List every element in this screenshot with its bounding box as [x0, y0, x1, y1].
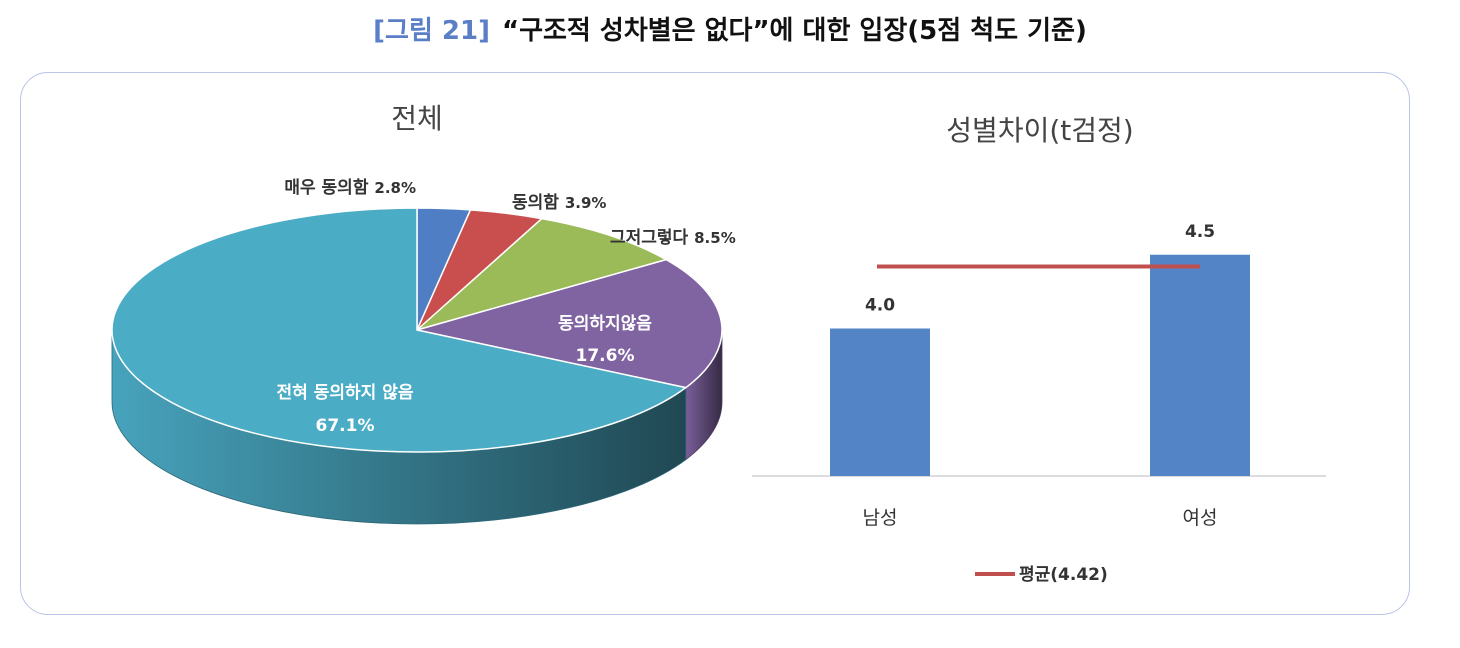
pie-label-3: 그저그렇다 8.5% [610, 228, 736, 248]
bar-1 [830, 328, 930, 476]
pie-label-1: 매우 동의함 2.8% [284, 177, 416, 198]
figure-number: [그림 21] [373, 16, 490, 46]
pie-slice-3 [416, 217, 669, 331]
bar-value-1: 4.0 [865, 296, 895, 316]
bar-title: 성별차이(t검정) [946, 114, 1133, 147]
bar-2 [1150, 254, 1250, 476]
pie-top [111, 207, 723, 453]
bar-category-2: 여성 [1183, 507, 1218, 529]
pie-slice-5 [111, 207, 688, 453]
pie-label-4: 동의하지않음 [558, 314, 652, 334]
legend-label: 평균(4.42) [1019, 565, 1108, 585]
figure-title: [그림 21] “구조적 성차별은 없다”에 대한 입장(5점 척도 기준) [0, 10, 1460, 47]
pie-slice-4 [416, 258, 723, 389]
bar-category-1: 남성 [863, 507, 898, 529]
figure-title-text: “구조적 성차별은 없다”에 대한 입장(5점 척도 기준) [502, 16, 1087, 46]
pie-value-5: 67.1% [316, 416, 375, 436]
pie-label-2: 동의함 3.9% [512, 192, 606, 213]
pie-title: 전체 [391, 102, 443, 135]
pie-label-5: 전혀 동의하지 않음 [277, 383, 414, 403]
bar-value-2: 4.5 [1185, 222, 1215, 242]
pie-value-4: 17.6% [576, 346, 635, 366]
